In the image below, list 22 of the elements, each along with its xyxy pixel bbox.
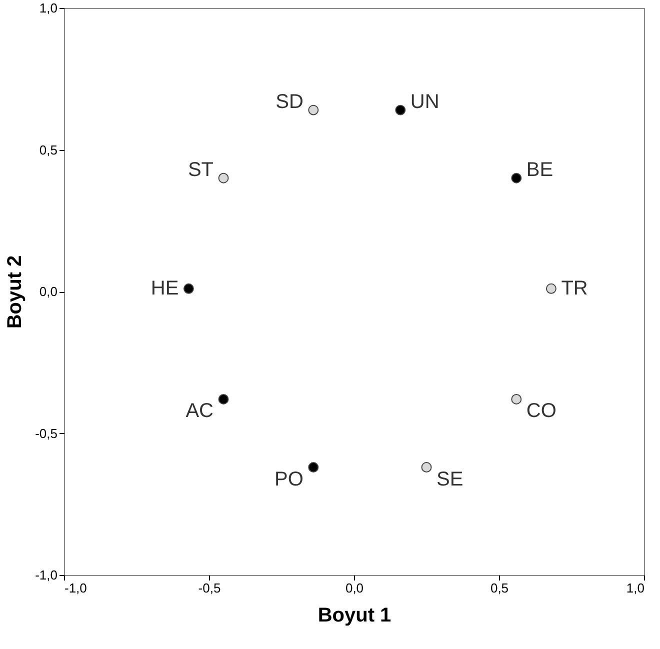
annotation: HE <box>150 278 179 300</box>
y-tick-label: -0,5 <box>35 426 58 441</box>
annotation: UN <box>410 91 440 114</box>
x-tick-label: -1,0 <box>64 580 87 596</box>
annotation: BE <box>526 159 554 182</box>
x-axis-title: Boyut 1 <box>318 604 392 626</box>
annotation: AC <box>186 400 214 422</box>
annotation: SD <box>276 91 304 114</box>
annotation: TR <box>561 278 588 300</box>
x-tick-label: 1,0 <box>626 580 644 596</box>
x-tick-label: 0,5 <box>490 580 509 596</box>
x-tick-label: -0,5 <box>198 580 221 596</box>
y-axis-title: Boyut 2 <box>4 255 26 329</box>
annotation: PO <box>274 468 304 490</box>
y-tick-label: -1,0 <box>35 568 58 582</box>
annotation: CO <box>526 400 556 422</box>
y-tick-label: 0,0 <box>39 284 58 299</box>
annotation: ST <box>188 159 214 182</box>
annotation: SE <box>436 468 464 490</box>
y-tick-label: 0,5 <box>39 142 58 158</box>
y-tick-label: 1,0 <box>39 0 58 16</box>
x-tick-label: 0,0 <box>345 580 364 596</box>
